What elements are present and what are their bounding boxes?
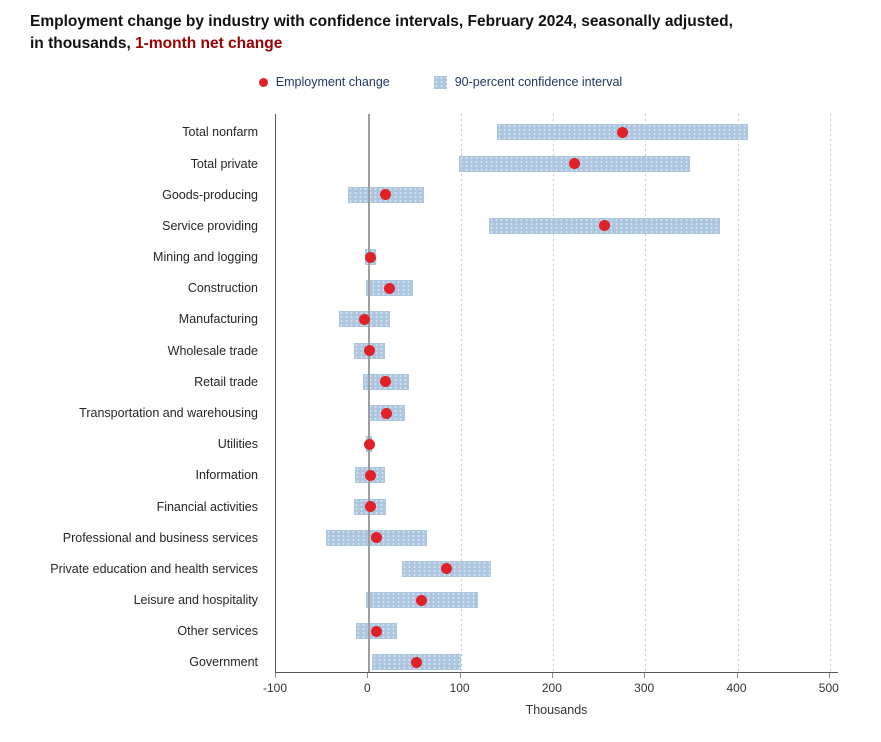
x-axis-tick-label-0: 0 — [363, 681, 371, 695]
employment-change-dot — [416, 594, 428, 606]
zero-gridline — [368, 114, 370, 672]
employment-change-dot — [371, 625, 383, 637]
confidence-interval-swatch-icon — [433, 75, 447, 89]
x-axis-tick-400 — [736, 673, 738, 678]
x-axis-tick--100 — [275, 673, 276, 678]
industry-label: Retail trade — [194, 374, 258, 389]
x-axis-tick-0 — [367, 673, 369, 678]
page-title: Employment change by industry with confi… — [30, 11, 860, 55]
industry-label: Transportation and warehousing — [79, 406, 258, 421]
industry-label: Other services — [177, 624, 258, 639]
legend-label-confidence-interval: 90-percent confidence interval — [454, 75, 623, 89]
industry-label: Professional and business services — [62, 530, 258, 545]
x-axis-tick-300 — [644, 673, 646, 678]
page-title-line1: Employment change by industry with confi… — [30, 13, 733, 30]
x-axis-tick-label-400: 400 — [726, 681, 747, 695]
gridline-500 — [829, 114, 831, 672]
employment-change-dot — [381, 407, 393, 419]
gridline-400 — [737, 114, 739, 672]
x-axis-title: Thousands — [525, 703, 588, 717]
industry-label: Information — [195, 468, 258, 483]
employment-change-dot — [410, 656, 422, 668]
x-axis-tick-label-100: 100 — [449, 681, 470, 695]
employment-change-dot — [371, 532, 383, 544]
gridline-300 — [645, 114, 647, 672]
industry-label: Utilities — [217, 437, 258, 452]
legend: Employment change 90-percent confidence … — [0, 72, 881, 92]
industry-label: Wholesale trade — [167, 343, 258, 358]
y-axis-labels: Total nonfarm Total private Goods-producin… — [0, 114, 258, 672]
employment-change-dot — [380, 376, 392, 388]
x-axis-tick-label--100: -100 — [262, 681, 288, 695]
employment-change-dot — [384, 282, 396, 294]
legend-label-employment-change: Employment change — [275, 75, 390, 89]
employment-change-dot — [363, 438, 375, 450]
industry-label: Total nonfarm — [182, 125, 258, 140]
industry-label: Leisure and hospitality — [133, 593, 258, 608]
page-title-highlight: 1-month net change — [135, 35, 283, 52]
legend-item-employment-change: Employment change — [258, 75, 390, 89]
employment-change-dot — [364, 469, 376, 481]
employment-change-dot — [380, 189, 392, 201]
industry-label: Financial activities — [156, 499, 258, 514]
employment-change-dot — [599, 220, 611, 232]
employment-change-dot — [359, 313, 371, 325]
employment-change-dot — [441, 563, 453, 575]
industry-label: Goods-producing — [162, 187, 258, 202]
page-title-line2: in thousands, — [30, 35, 136, 52]
x-axis-tick-200 — [551, 673, 553, 678]
legend-item-confidence-interval: 90-percent confidence interval — [433, 75, 623, 89]
industry-label: Mining and logging — [153, 250, 258, 265]
plot-area — [275, 114, 839, 672]
x-axis-tick-label-500: 500 — [818, 681, 839, 695]
industry-label: Total private — [190, 156, 258, 171]
gridline-200 — [552, 114, 554, 672]
x-axis-tick-100 — [459, 673, 461, 678]
gridline-100 — [460, 114, 462, 672]
x-axis-tick-500 — [828, 673, 830, 678]
employment-change-dot — [364, 501, 376, 513]
industry-label: Manufacturing — [178, 312, 258, 327]
industry-label: Government — [189, 655, 258, 670]
x-axis-tick-label-300: 300 — [634, 681, 655, 695]
industry-label: Construction — [187, 281, 258, 296]
employment-change-dot-icon — [258, 77, 268, 87]
employment-change-dot — [363, 345, 375, 357]
x-axis: -100 0 100 200 300 400 500 — [263, 672, 839, 713]
employment-change-dot — [568, 158, 580, 170]
industry-label: Service providing — [162, 218, 258, 233]
x-axis-tick-label-200: 200 — [541, 681, 562, 695]
industry-label: Private education and health services — [50, 561, 258, 576]
employment-change-dot — [616, 126, 628, 138]
employment-change-dot — [364, 251, 376, 263]
